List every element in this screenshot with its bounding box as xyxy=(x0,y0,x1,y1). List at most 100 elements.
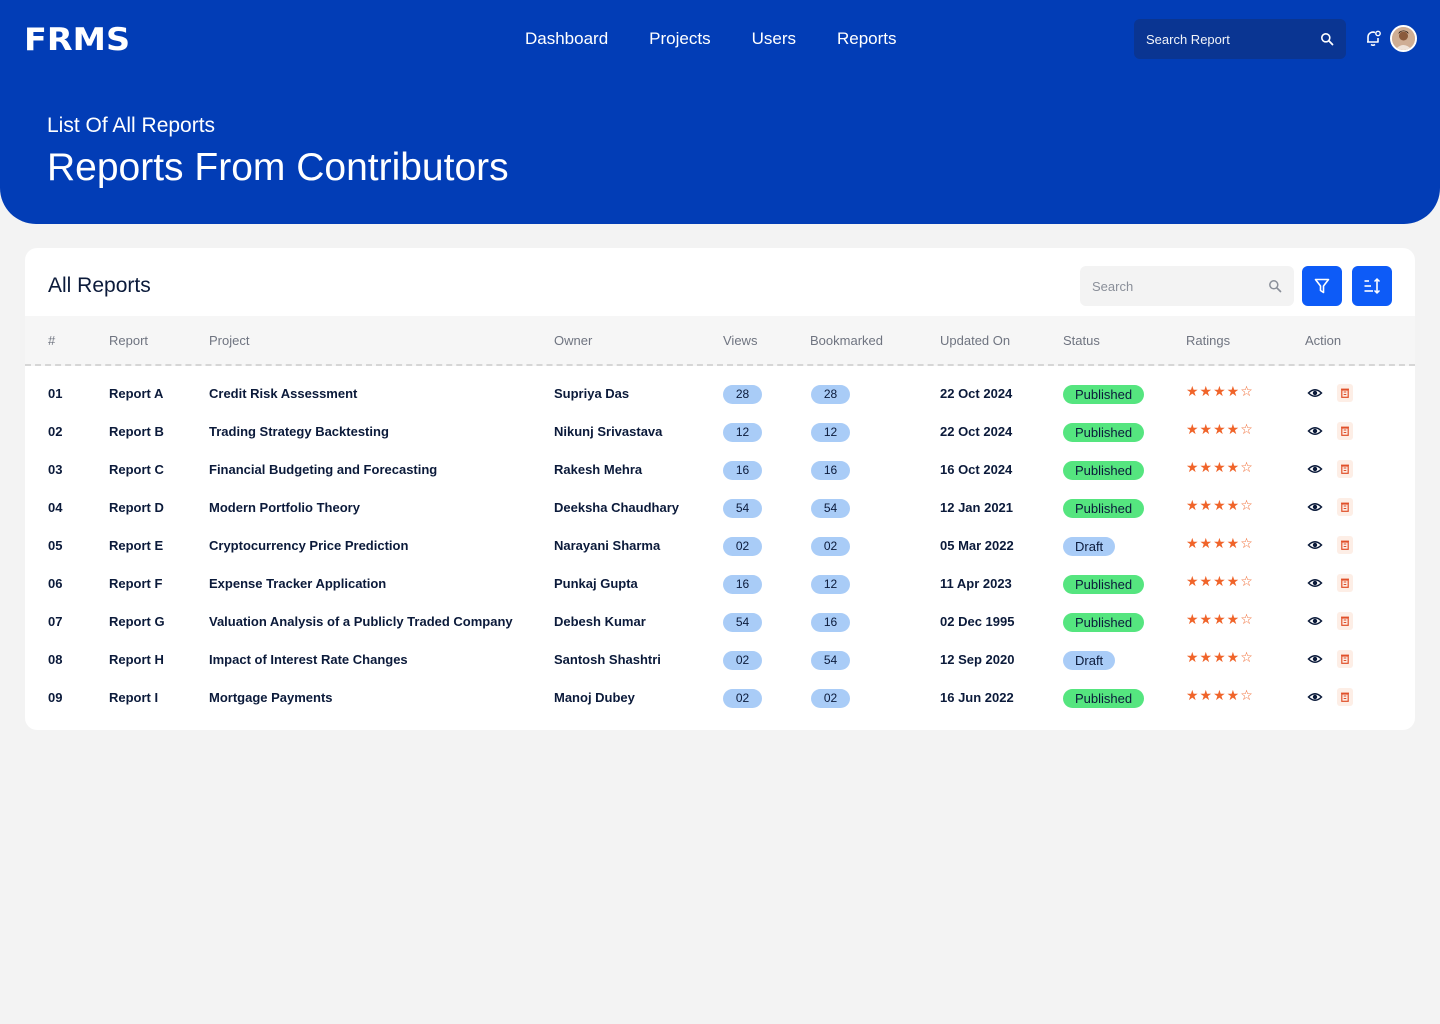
trash-icon xyxy=(1341,692,1349,702)
delete-button[interactable] xyxy=(1337,384,1353,402)
table-row[interactable]: 05 Report E Cryptocurrency Price Predictio… xyxy=(25,527,1415,565)
column-header-owner[interactable]: Owner xyxy=(554,333,593,348)
column-header-bookmarked[interactable]: Bookmarked xyxy=(810,333,883,348)
top-search-box xyxy=(1134,19,1346,59)
eye-icon[interactable] xyxy=(1307,575,1323,591)
views-count: 16 xyxy=(723,461,762,480)
eye-icon[interactable] xyxy=(1307,613,1323,629)
rating-stars: ★★★★☆ xyxy=(1186,650,1254,666)
sort-button[interactable] xyxy=(1352,266,1392,306)
delete-button[interactable] xyxy=(1337,688,1353,706)
rating-stars: ★★★★☆ xyxy=(1186,536,1254,552)
delete-button[interactable] xyxy=(1337,460,1353,478)
status-badge: Published xyxy=(1063,423,1145,442)
filter-button[interactable] xyxy=(1302,266,1342,306)
eye-icon[interactable] xyxy=(1307,499,1323,515)
card-search-input[interactable] xyxy=(1080,266,1260,306)
card-search-box xyxy=(1080,266,1294,306)
nav-projects[interactable]: Projects xyxy=(649,29,711,48)
bookmarked-count: 54 xyxy=(811,499,850,518)
reports-card: All Reports # Report Project Owner Views… xyxy=(25,248,1415,730)
status-badge: Published xyxy=(1063,689,1145,708)
project-name: Expense Tracker Application xyxy=(209,576,387,591)
table-row[interactable]: 08 Report H Impact of Interest Rate Change… xyxy=(25,641,1415,679)
report-name[interactable]: Report F xyxy=(109,576,163,591)
nav-users[interactable]: Users xyxy=(751,29,796,48)
table-row[interactable]: 07 Report G Valuation Analysis of a Public… xyxy=(25,603,1415,641)
status-badge: Published xyxy=(1063,613,1145,632)
owner-name: Santosh Shashtri xyxy=(554,652,661,667)
delete-button[interactable] xyxy=(1337,612,1353,630)
trash-icon xyxy=(1341,502,1349,512)
owner-name: Rakesh Mehra xyxy=(554,462,643,477)
report-name[interactable]: Report B xyxy=(109,424,164,439)
column-header-views[interactable]: Views xyxy=(723,333,758,348)
status-badge: Published xyxy=(1063,499,1145,518)
views-count: 02 xyxy=(723,689,762,708)
bell-icon[interactable] xyxy=(1364,29,1382,47)
delete-button[interactable] xyxy=(1337,422,1353,440)
filter-icon xyxy=(1314,278,1330,294)
table-row[interactable]: 09 Report I Mortgage Payments Manoj Dubey 02… xyxy=(25,679,1415,717)
project-name: Trading Strategy Backtesting xyxy=(209,424,389,439)
table-row[interactable]: 04 Report D Modern Portfolio Theory Deeksha… xyxy=(25,489,1415,527)
delete-button[interactable] xyxy=(1337,650,1353,668)
eye-icon[interactable] xyxy=(1307,461,1323,477)
table-row[interactable]: 06 Report F Expense Tracker Application Pun… xyxy=(25,565,1415,603)
search-icon[interactable] xyxy=(1268,279,1282,293)
eye-icon[interactable] xyxy=(1307,689,1323,705)
report-name[interactable]: Report G xyxy=(109,614,165,629)
trash-icon xyxy=(1341,540,1349,550)
eye-icon[interactable] xyxy=(1307,423,1323,439)
column-header-status[interactable]: Status xyxy=(1063,333,1100,348)
row-number: 01 xyxy=(48,386,63,401)
nav-dashboard[interactable]: Dashboard xyxy=(525,29,609,48)
project-name: Valuation Analysis of a Publicly Traded … xyxy=(209,614,513,629)
trash-icon xyxy=(1341,388,1349,398)
table-row[interactable]: 03 Report C Financial Budgeting and Foreca… xyxy=(25,451,1415,489)
column-header-ratings[interactable]: Ratings xyxy=(1186,333,1231,348)
user-avatar[interactable] xyxy=(1390,25,1417,52)
status-badge: Draft xyxy=(1063,651,1116,670)
table-body: 01 Report A Credit Risk Assessment Supriya … xyxy=(25,375,1415,717)
eye-icon[interactable] xyxy=(1307,537,1323,553)
eye-icon[interactable] xyxy=(1307,385,1323,401)
views-count: 12 xyxy=(723,423,762,442)
column-header-updated-on[interactable]: Updated On xyxy=(940,333,1011,348)
column-header-project[interactable]: Project xyxy=(209,333,250,348)
report-name[interactable]: Report A xyxy=(109,386,164,401)
bookmarked-count: 54 xyxy=(811,651,850,670)
bookmarked-count: 12 xyxy=(811,575,850,594)
delete-button[interactable] xyxy=(1337,536,1353,554)
delete-button[interactable] xyxy=(1337,574,1353,592)
page-subtitle: List Of All Reports xyxy=(47,114,216,137)
report-name[interactable]: Report E xyxy=(109,538,164,553)
top-search-input[interactable] xyxy=(1134,19,1314,59)
report-name[interactable]: Report H xyxy=(109,652,164,667)
updated-date: 12 Sep 2020 xyxy=(940,652,1015,667)
row-number: 08 xyxy=(48,652,63,667)
column-header-number[interactable]: # xyxy=(48,333,56,348)
project-name: Credit Risk Assessment xyxy=(209,386,358,401)
table-row[interactable]: 02 Report B Trading Strategy Backtesting Ni… xyxy=(25,413,1415,451)
eye-icon[interactable] xyxy=(1307,651,1323,667)
report-name[interactable]: Report D xyxy=(109,500,164,515)
nav-reports[interactable]: Reports xyxy=(837,29,897,48)
search-icon[interactable] xyxy=(1320,32,1334,46)
status-badge: Published xyxy=(1063,575,1145,594)
updated-date: 12 Jan 2021 xyxy=(940,500,1014,515)
owner-name: Manoj Dubey xyxy=(554,690,635,705)
report-name[interactable]: Report C xyxy=(109,462,164,477)
project-name: Modern Portfolio Theory xyxy=(209,500,360,515)
delete-button[interactable] xyxy=(1337,498,1353,516)
column-header-report[interactable]: Report xyxy=(109,333,149,348)
brand-logo[interactable]: FRMS xyxy=(24,22,131,58)
table-row[interactable]: 01 Report A Credit Risk Assessment Supriya … xyxy=(25,375,1415,413)
views-count: 16 xyxy=(723,575,762,594)
views-count: 02 xyxy=(723,651,762,670)
owner-name: Nikunj Srivastava xyxy=(554,424,663,439)
trash-icon xyxy=(1341,616,1349,626)
updated-date: 11 Apr 2023 xyxy=(940,576,1012,591)
rating-stars: ★★★★☆ xyxy=(1186,574,1254,590)
report-name[interactable]: Report I xyxy=(109,690,159,705)
